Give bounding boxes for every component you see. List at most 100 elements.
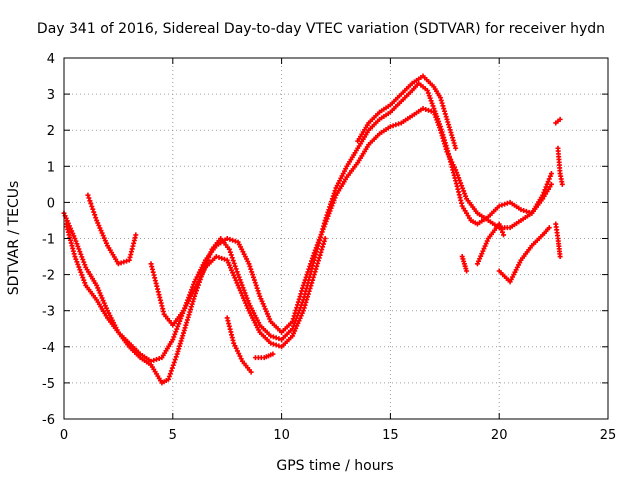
data-point <box>241 295 247 301</box>
data-point <box>263 308 269 314</box>
x-tick-label: 0 <box>60 428 68 443</box>
data-point <box>315 258 321 264</box>
data-point <box>429 100 435 106</box>
data-point <box>437 95 443 101</box>
data-point <box>95 285 101 291</box>
data-point <box>270 351 276 357</box>
data-point <box>474 261 480 267</box>
data-point <box>121 259 127 265</box>
data-point <box>458 180 464 186</box>
data-point <box>444 149 450 155</box>
data-point <box>478 253 484 259</box>
data-point <box>82 280 88 286</box>
data-point <box>262 306 268 312</box>
data-point <box>270 341 276 347</box>
data-point <box>441 106 447 112</box>
data-point <box>332 195 338 201</box>
data-point <box>170 362 176 368</box>
series-track-b <box>63 106 554 364</box>
data-point <box>76 264 82 270</box>
data-point <box>273 342 279 348</box>
data-point <box>171 334 177 340</box>
data-point <box>100 298 106 304</box>
data-point <box>172 331 178 337</box>
data-point <box>244 303 250 309</box>
data-point <box>238 356 244 362</box>
data-point <box>148 358 154 364</box>
data-point <box>230 270 236 276</box>
data-point <box>476 258 482 264</box>
data-point <box>229 267 235 273</box>
data-point <box>307 285 313 291</box>
data-point <box>320 241 326 247</box>
data-point <box>292 310 298 316</box>
data-point <box>309 280 315 286</box>
data-point <box>427 95 433 101</box>
data-point <box>439 100 445 106</box>
data-point <box>92 212 98 218</box>
data-point <box>228 252 234 258</box>
data-point <box>235 272 241 278</box>
data-point <box>496 221 502 227</box>
data-point <box>294 323 300 329</box>
data-point <box>297 315 303 321</box>
data-point <box>459 183 465 189</box>
data-point <box>77 249 83 255</box>
data-point <box>259 298 265 304</box>
series-track-l <box>555 145 565 187</box>
data-point <box>93 215 99 221</box>
data-point <box>250 274 256 280</box>
y-tick-label: 1 <box>47 160 55 175</box>
data-point <box>387 124 393 130</box>
data-point <box>213 254 219 260</box>
data-point <box>115 261 121 267</box>
data-point <box>293 325 299 331</box>
data-point <box>455 172 461 178</box>
data-point <box>313 245 319 251</box>
data-point <box>231 340 237 346</box>
data-point <box>171 359 177 365</box>
data-point <box>328 205 334 211</box>
data-point <box>316 237 322 243</box>
data-point <box>248 369 254 375</box>
data-point <box>304 297 310 303</box>
data-point <box>462 191 468 197</box>
data-point <box>256 291 262 297</box>
data-point <box>99 295 105 301</box>
data-point <box>318 249 324 255</box>
data-point <box>81 259 87 265</box>
x-axis-label: GPS time / hours <box>276 458 393 474</box>
data-point <box>428 98 434 104</box>
data-point <box>518 207 524 213</box>
data-point <box>460 185 466 191</box>
data-point <box>96 223 102 229</box>
data-point <box>442 108 448 114</box>
data-point <box>461 188 467 194</box>
data-point <box>296 296 302 302</box>
data-point <box>546 225 552 231</box>
data-point <box>302 302 308 308</box>
plot-area <box>61 73 565 386</box>
data-point <box>432 112 438 118</box>
data-point <box>477 256 483 262</box>
data-point <box>322 221 328 227</box>
data-point <box>62 213 68 219</box>
data-point <box>305 294 311 300</box>
data-point <box>329 203 335 209</box>
y-axis-ticks: 4 3 2 1 0 -1 -2 -3 -4 -5 -6 <box>42 52 608 428</box>
data-point <box>330 200 336 206</box>
data-point <box>310 277 316 283</box>
data-point <box>295 320 301 326</box>
data-point <box>548 181 554 187</box>
data-point <box>296 318 302 324</box>
data-point <box>118 260 124 266</box>
data-point <box>450 162 456 168</box>
data-point <box>433 114 439 120</box>
data-point <box>437 127 443 133</box>
data-point <box>457 177 463 183</box>
grid-lines <box>64 58 608 419</box>
data-point <box>297 294 303 300</box>
data-point <box>308 261 314 267</box>
series-track-h <box>459 254 470 274</box>
data-point <box>219 255 225 261</box>
